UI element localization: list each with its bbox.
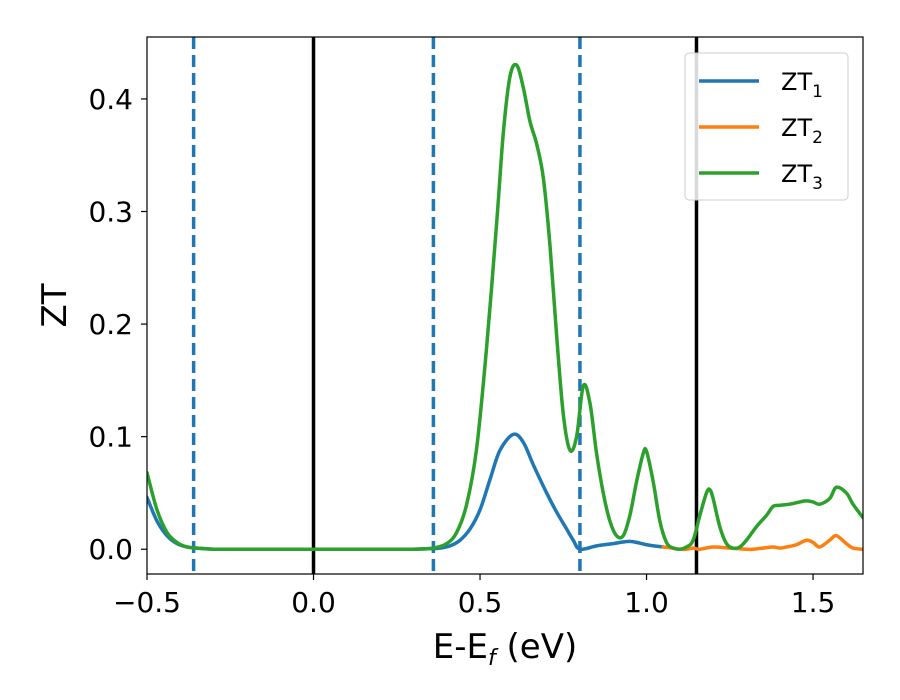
series-lines [147,62,863,552]
x-tick-label-2: 0.5 [458,586,503,619]
x-axis-label-tail: (eV) [496,627,578,667]
y-axis-label: ZT [35,283,75,327]
y-tick-label-2: 0.2 [88,308,133,341]
x-tick-label-4: 1.5 [791,586,836,619]
y-tick-label-3: 0.3 [88,195,133,228]
legend-label-zt1: ZT1 [781,68,823,102]
legend-box [684,52,849,201]
series-line-zt1 [147,432,665,552]
y-tick-label-1: 0.1 [88,421,133,454]
x-axis-label-sub: f [488,646,499,671]
x-tick-label-0: −0.5 [113,586,181,619]
y-axis-ticks: 0.0 0.1 0.2 0.3 0.4 [88,83,147,566]
reference-lines [191,37,699,574]
legend-items: ZT1 ZT2 ZT3 [699,68,823,194]
series-line-zt3 [147,62,863,552]
x-axis-label-main: E-E [433,627,488,667]
plot-frame [146,36,864,575]
series-line-zt2 [661,533,863,552]
y-tick-label-4: 0.4 [88,83,133,116]
x-axis-label: E-Ef (eV) [433,627,578,671]
legend-label-zt3: ZT3 [781,160,823,194]
x-tick-label-3: 1.0 [624,586,669,619]
x-tick-label-1: 0.0 [291,586,336,619]
x-axis-ticks: −0.5 0.0 0.5 1.0 1.5 [113,574,835,619]
legend: ZT1 ZT2 ZT3 [684,52,849,201]
y-tick-label-0: 0.0 [88,533,133,566]
legend-label-zt2: ZT2 [781,114,823,148]
